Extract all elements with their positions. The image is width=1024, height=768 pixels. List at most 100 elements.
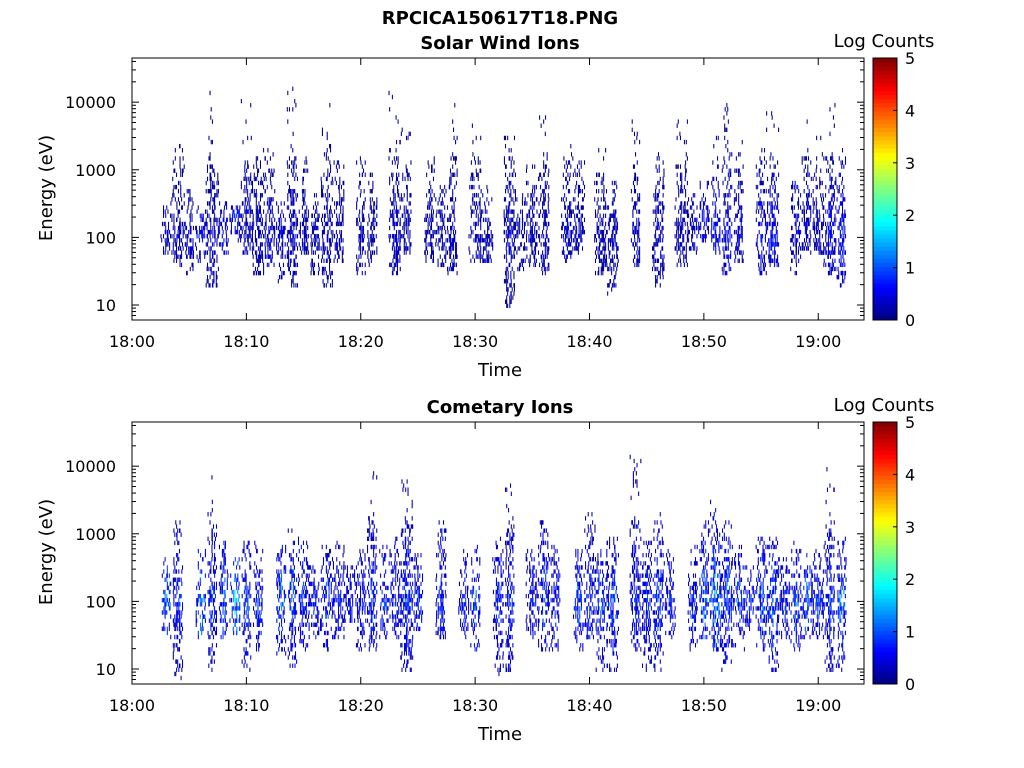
- spectrogram-cell: [719, 229, 721, 235]
- spectrogram-cell: [741, 213, 743, 218]
- spectrogram-cell: [684, 164, 686, 169]
- spectrogram-cell: [189, 217, 191, 223]
- spectrogram-cell: [565, 238, 567, 243]
- spectrogram-cell: [692, 213, 694, 218]
- spectrogram-cell: [244, 176, 246, 182]
- spectrogram-cell: [192, 225, 194, 231]
- spectrogram-cell: [301, 205, 303, 210]
- spectrogram-cell: [681, 229, 683, 235]
- spectrogram-cell: [398, 246, 400, 251]
- spectrogram-cell: [168, 573, 170, 578]
- spectrogram-cell: [581, 246, 584, 251]
- spectrogram-cell: [360, 221, 362, 227]
- spectrogram-cell: [247, 164, 249, 169]
- spectrogram-cell: [208, 189, 210, 194]
- spectrogram-cell: [176, 622, 178, 627]
- spectrogram-cell: [452, 152, 454, 157]
- spectrogram-cell: [615, 283, 617, 288]
- spectrogram-cell: [513, 242, 515, 247]
- spectrogram-cell: [165, 602, 167, 607]
- spectrogram-cell: [295, 242, 297, 247]
- spectrogram-cell: [334, 246, 336, 251]
- spectrogram-cell: [540, 123, 542, 128]
- spectrogram-cell: [295, 172, 297, 178]
- spectrogram-cell: [293, 209, 295, 214]
- spectrogram-cell: [248, 180, 250, 186]
- spectrogram-cell: [696, 205, 698, 210]
- spectrogram-cell: [338, 184, 340, 190]
- spectrogram-cell: [326, 246, 328, 251]
- spectrogram-cell: [772, 172, 774, 178]
- spectrogram-cell: [253, 270, 255, 276]
- spectrogram-cell: [699, 225, 701, 231]
- spectrogram-cell: [517, 266, 519, 272]
- spectrogram-cell: [234, 217, 236, 223]
- spectrogram-cell: [812, 176, 814, 182]
- spectrogram-cell: [341, 258, 343, 263]
- spectrogram-cell: [375, 221, 377, 227]
- spectrogram-cell: [482, 258, 484, 263]
- spectrogram-cell: [835, 238, 837, 243]
- spectrogram-cell: [807, 217, 809, 223]
- spectrogram-cell: [532, 234, 534, 239]
- spectrogram-cell: [756, 172, 758, 178]
- spectrogram-cell: [276, 225, 278, 231]
- spectrogram-cell: [448, 184, 450, 190]
- spectrogram-cell: [304, 225, 306, 231]
- spectrogram-cell: [233, 213, 235, 218]
- spectrogram-cell: [679, 254, 681, 259]
- spectrogram-cell: [614, 274, 616, 280]
- spectrogram-cell: [814, 246, 816, 251]
- spectrogram-cell: [595, 246, 598, 251]
- spectrogram-cell: [253, 246, 255, 251]
- spectrogram-cell: [819, 246, 821, 251]
- spectrogram-cell: [764, 238, 766, 243]
- spectrogram-cell: [819, 234, 821, 239]
- spectrogram-cell: [679, 246, 681, 251]
- spectrogram-cell: [407, 213, 409, 218]
- spectrogram-cell: [510, 234, 512, 239]
- spectrogram-cell: [430, 246, 433, 251]
- spectrogram-cell: [659, 234, 661, 239]
- spectrogram-cell: [663, 168, 665, 173]
- spectrogram-cell: [176, 234, 178, 239]
- colorbar-tick-label: 3: [905, 154, 915, 173]
- spectrogram-cell: [611, 213, 613, 218]
- spectrogram-cell: [575, 184, 577, 190]
- spectrogram-cell: [819, 213, 821, 218]
- spectrogram-cell: [491, 242, 493, 247]
- spectrogram-cell: [834, 250, 836, 255]
- spectrogram-cell: [758, 209, 760, 214]
- spectrogram-cell: [731, 221, 733, 227]
- spectrogram-cell: [599, 258, 601, 263]
- spectrogram-cell: [544, 266, 546, 272]
- spectrogram-cell: [370, 221, 372, 227]
- spectrogram-cell: [654, 258, 656, 263]
- spectrogram-cell: [437, 201, 439, 206]
- spectrogram-cell: [541, 254, 543, 259]
- spectrogram-cell: [713, 176, 715, 182]
- spectrogram-cell: [321, 217, 323, 223]
- spectrogram-cell: [242, 201, 244, 206]
- spectrogram-cell: [679, 234, 681, 239]
- spectrogram-cell: [453, 135, 455, 141]
- spectrogram-cell: [676, 234, 678, 239]
- spectrogram-cell: [173, 585, 175, 591]
- spectrogram-cell: [655, 242, 657, 247]
- spectrogram-cell: [715, 221, 717, 227]
- spectrogram-cell: [209, 156, 211, 161]
- spectrogram-cell: [616, 266, 618, 272]
- spectrogram-cell: [367, 242, 369, 247]
- spectrogram-cell: [223, 238, 225, 243]
- spectrogram-cell: [161, 573, 163, 578]
- spectrogram-cell: [406, 172, 408, 178]
- spectrogram-cell: [839, 234, 841, 239]
- spectrogram-cell: [523, 246, 525, 251]
- spectrogram-cell: [719, 234, 721, 239]
- spectrogram-cell: [613, 213, 615, 218]
- spectrogram-cell: [733, 201, 735, 206]
- spectrogram-cell: [507, 234, 509, 239]
- spectrogram-cell: [819, 217, 821, 223]
- x-tick-label: 18:40: [566, 332, 612, 351]
- spectrogram-cell: [217, 234, 219, 239]
